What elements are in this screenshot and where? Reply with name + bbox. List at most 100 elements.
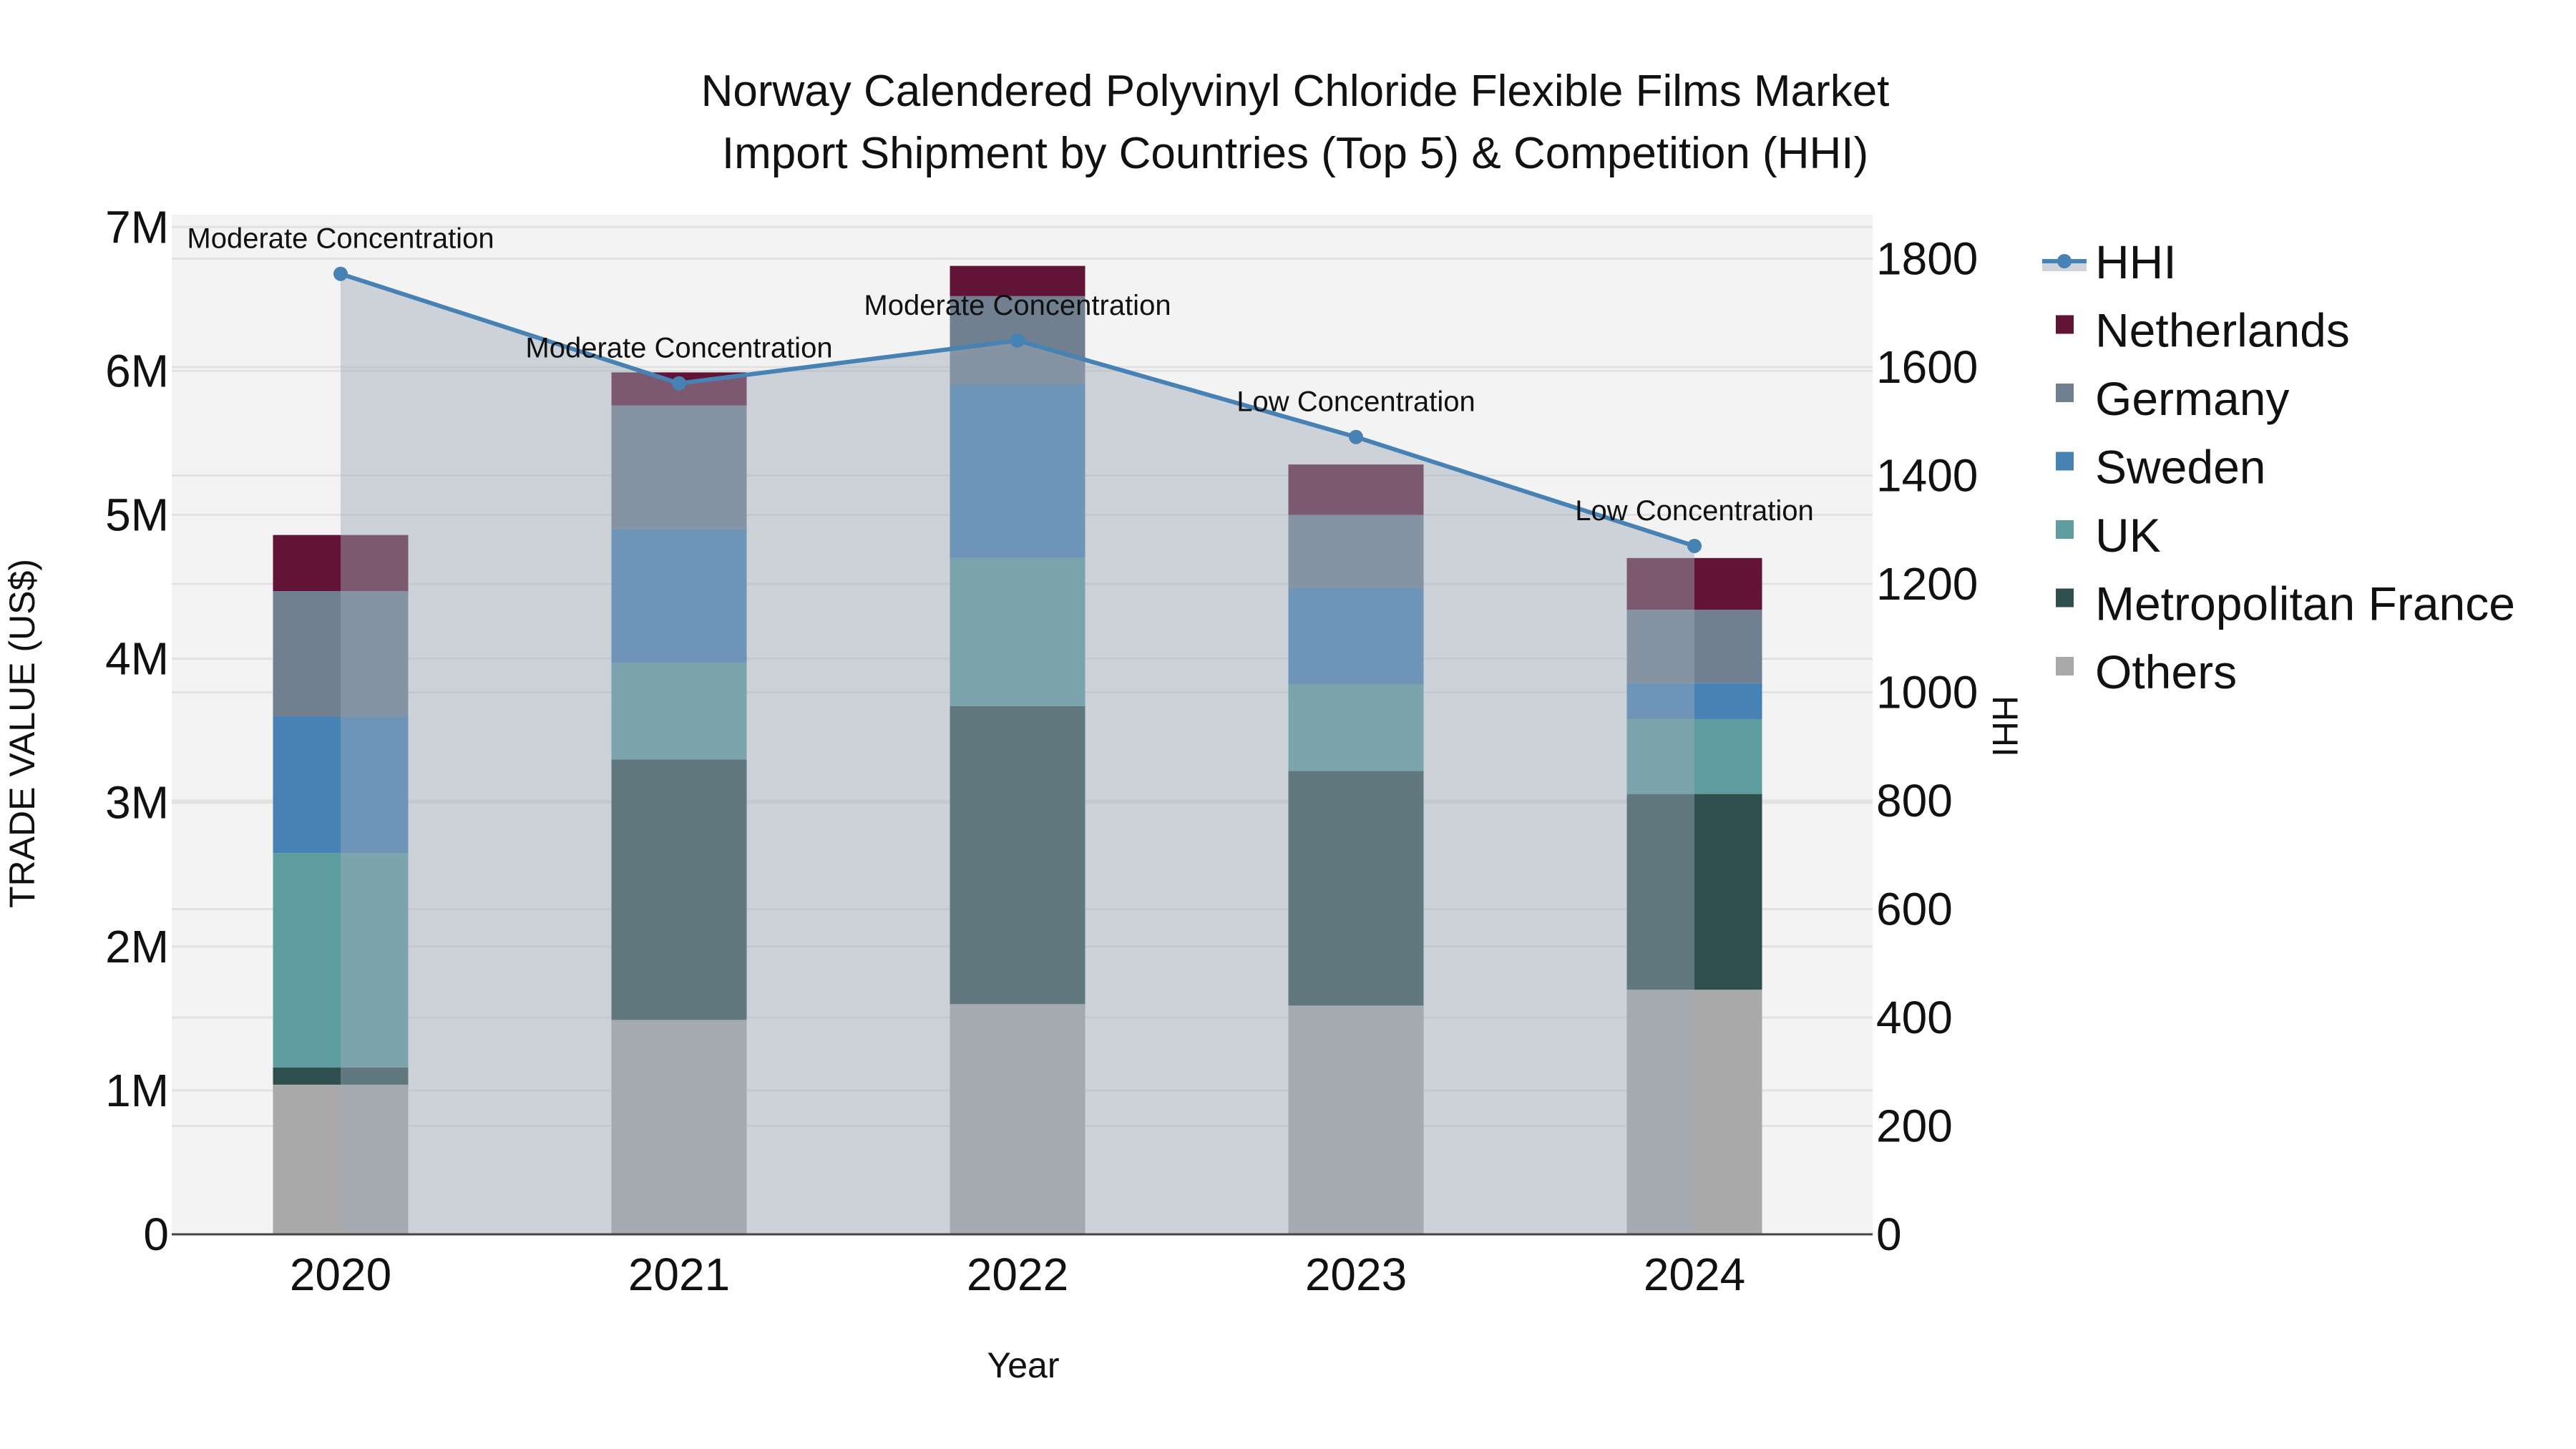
- bar-segment-germany[interactable]: [1288, 514, 1424, 589]
- legend-label: HHI: [2095, 235, 2177, 288]
- legend-swatch-icon: [2056, 657, 2074, 675]
- y-right-tick-label: 1400: [1876, 450, 1978, 502]
- left-axis-ticks: 0 1M 2M 3M 4M 5M 6M 7M: [105, 201, 169, 1260]
- legend-swatch-icon: [2056, 315, 2074, 334]
- bar-segment-uk[interactable]: [950, 557, 1085, 706]
- bar-segment-sweden[interactable]: [1288, 588, 1424, 685]
- bar-segment-others[interactable]: [273, 1084, 409, 1234]
- bar-segment-netherlands[interactable]: [1288, 464, 1424, 515]
- bar-segment-germany[interactable]: [611, 405, 747, 530]
- hhi-marker[interactable]: [333, 266, 348, 281]
- x-tick-label: 2021: [628, 1249, 730, 1300]
- legend-item-hhi[interactable]: HHI: [2042, 235, 2177, 288]
- bar-segment-metropolitan-france[interactable]: [1626, 794, 1762, 990]
- bar-segment-uk[interactable]: [1626, 719, 1762, 794]
- bar-stack-2024[interactable]: [1626, 557, 1762, 1234]
- y-left-tick-label: 6M: [105, 345, 169, 396]
- bar-segment-metropolitan-france[interactable]: [611, 759, 747, 1020]
- x-tick-label: 2023: [1305, 1249, 1407, 1300]
- bar-segment-uk[interactable]: [1288, 684, 1424, 771]
- legend-item-sweden[interactable]: Sweden: [2056, 441, 2266, 494]
- x-axis-ticks: 2020 2021 2022 2023 2024: [290, 1249, 1745, 1300]
- bar-segment-netherlands[interactable]: [950, 265, 1085, 296]
- y-right-axis-title: HHI: [1985, 696, 2025, 757]
- hhi-annotation: Low Concentration: [1236, 386, 1475, 418]
- hhi-annotation: Moderate Concentration: [864, 290, 1171, 321]
- legend-label: Netherlands: [2095, 304, 2350, 357]
- y-right-tick-label: 200: [1876, 1101, 1953, 1152]
- bar-segment-metropolitan-france[interactable]: [273, 1067, 409, 1085]
- bar-stack-2021[interactable]: [611, 372, 747, 1234]
- bar-segment-metropolitan-france[interactable]: [950, 706, 1085, 1005]
- y-right-tick-label: 1600: [1876, 341, 1978, 393]
- bar-stack-2022[interactable]: [950, 265, 1085, 1234]
- legend-label: UK: [2095, 509, 2161, 562]
- hhi-annotation: Moderate Concentration: [525, 333, 832, 364]
- legend-label: Germany: [2095, 372, 2289, 425]
- right-axis-ticks: 0 200 400 600 800 1000 1200 1400 1600 1800: [1876, 233, 1978, 1261]
- hhi-marker[interactable]: [1010, 333, 1025, 348]
- y-left-tick-label: 5M: [105, 489, 169, 541]
- bar-segment-others[interactable]: [1626, 990, 1762, 1234]
- bar-segment-sweden[interactable]: [1626, 683, 1762, 720]
- y-right-tick-label: 600: [1876, 884, 1953, 935]
- bar-segment-sweden[interactable]: [273, 716, 409, 854]
- hhi-marker[interactable]: [1349, 429, 1363, 444]
- hhi-annotation: Low Concentration: [1575, 495, 1814, 527]
- y-right-tick-label: 1000: [1876, 667, 1978, 718]
- y-left-tick-label: 3M: [105, 777, 169, 829]
- bar-segment-germany[interactable]: [1626, 610, 1762, 683]
- legend: HHI Netherlands Germany Sweden UK Metropolita…: [2042, 235, 2515, 698]
- bar-segment-uk[interactable]: [611, 663, 747, 760]
- hhi-area: [341, 273, 1694, 1235]
- legend-swatch-icon: [2056, 384, 2074, 402]
- bar-stack-2020[interactable]: [273, 535, 409, 1234]
- bar-segment-others[interactable]: [950, 1004, 1085, 1234]
- legend-item-germany[interactable]: Germany: [2056, 372, 2289, 425]
- bar-segment-sweden[interactable]: [950, 384, 1085, 558]
- y-right-tick-label: 800: [1876, 775, 1953, 826]
- x-tick-label: 2020: [290, 1249, 391, 1300]
- hhi-series: Moderate Concentration Moderate Concentra…: [187, 223, 1814, 1235]
- x-tick-label: 2024: [1644, 1249, 1745, 1300]
- y-left-tick-label: 1M: [105, 1065, 169, 1116]
- bar-segment-uk[interactable]: [273, 853, 409, 1068]
- y-left-tick-label: 7M: [105, 201, 169, 253]
- legend-item-others[interactable]: Others: [2056, 645, 2237, 698]
- chart-title-line-2: Import Shipment by Countries (Top 5) & C…: [722, 129, 1868, 178]
- stacked-bars: [273, 265, 1762, 1234]
- legend-item-netherlands[interactable]: Netherlands: [2056, 304, 2350, 357]
- legend-label: Metropolitan France: [2095, 577, 2515, 630]
- bar-segment-metropolitan-france[interactable]: [1288, 771, 1424, 1006]
- y-right-tick-label: 1200: [1876, 558, 1978, 610]
- bar-segment-others[interactable]: [1288, 1005, 1424, 1234]
- bar-segment-netherlands[interactable]: [1626, 557, 1762, 610]
- legend-label: Others: [2095, 645, 2237, 698]
- bar-segment-others[interactable]: [611, 1020, 747, 1234]
- hhi-annotation: Moderate Concentration: [187, 223, 494, 255]
- legend-swatch-icon: [2056, 452, 2074, 471]
- bar-stack-2023[interactable]: [1288, 464, 1424, 1234]
- legend-label: Sweden: [2095, 441, 2266, 494]
- x-axis-title: Year: [987, 1345, 1059, 1385]
- bar-segment-netherlands[interactable]: [273, 535, 409, 592]
- chart-title-line-1: Norway Calendered Polyvinyl Chloride Fle…: [701, 67, 1890, 116]
- legend-item-uk[interactable]: UK: [2056, 509, 2161, 562]
- legend-swatch-icon: [2056, 588, 2074, 608]
- y-right-tick-label: 400: [1876, 992, 1953, 1043]
- y-left-axis-title: TRADE VALUE (US$): [2, 559, 42, 908]
- y-left-tick-label: 2M: [105, 921, 169, 972]
- legend-marker-icon: [2057, 254, 2072, 268]
- hhi-marker[interactable]: [672, 376, 686, 391]
- x-tick-label: 2022: [967, 1249, 1068, 1300]
- y-right-tick-label: 1800: [1876, 233, 1978, 285]
- legend-item-metropolitan-france[interactable]: Metropolitan France: [2056, 577, 2515, 630]
- hhi-marker[interactable]: [1687, 538, 1702, 553]
- y-left-tick-label: 0: [143, 1209, 169, 1260]
- y-left-tick-label: 4M: [105, 633, 169, 685]
- bar-segment-germany[interactable]: [273, 591, 409, 717]
- y-right-tick-label: 0: [1876, 1209, 1902, 1260]
- legend-swatch-icon: [2056, 520, 2074, 539]
- bar-segment-sweden[interactable]: [611, 529, 747, 663]
